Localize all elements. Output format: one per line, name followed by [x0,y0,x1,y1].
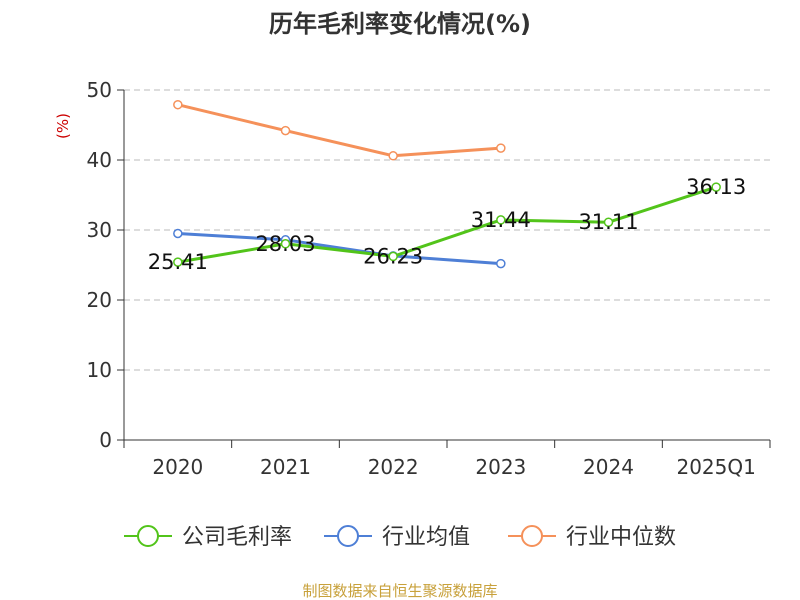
data-point-2-1 [280,125,291,136]
y-tick-label-10: 10 [87,358,112,382]
data-point-0-2 [388,251,398,262]
grid-lines [124,89,770,371]
y-tick-label-50: 50 [87,78,112,102]
data-point-1-3 [496,258,506,269]
data-labels: 25.41 28.03 26.23 31.44 31.11 36.13 [148,175,746,274]
axes: 0 10 20 30 40 50 2020 2021 2022 2023 2024 2025Q1 [87,78,771,479]
data-point-0-4 [603,217,614,227]
legend-label-1: 行业均值 [382,525,470,550]
y-tick-label-20: 20 [87,288,112,312]
y-tick-label-40: 40 [87,148,112,172]
data-point-2-0 [173,99,183,110]
legend-item-2: 行业中位数 [508,525,676,550]
chart-title: 历年毛利率变化情况(%) [269,10,531,38]
x-tick-label-2023: 2023 [475,455,526,479]
data-label-4: 31.11 [578,210,638,234]
data-point-2-2 [388,151,398,161]
y-axis-label: (%) [54,113,72,139]
legend-marker-2 [521,525,543,547]
legend-label-0: 公司毛利率 [182,525,292,550]
data-point-1-0 [173,228,183,239]
data-point-0-5 [711,182,721,192]
data-point-2-3 [496,143,506,153]
x-tick-label-2021: 2021 [260,455,311,479]
legend-marker-0 [137,525,159,547]
x-tick-label-2020: 2020 [152,455,203,479]
legend-item-1: 行业均值 [324,525,470,550]
data-point-0-1 [280,239,291,249]
source-note: 制图数据来自恒生聚源数据库 [302,582,497,600]
data-label-2: 26.23 [363,244,423,268]
legend-label-2: 行业中位数 [566,525,676,550]
series-line-0 [177,185,717,264]
y-tick-label-0: 0 [99,428,112,452]
data-label-0: 25.41 [148,250,208,274]
y-tick-label-30: 30 [87,218,112,242]
x-tick-label-2022: 2022 [368,455,419,479]
series-line-1 [177,232,501,266]
x-tick-label-2025Q1: 2025Q1 [676,455,755,479]
legend: 公司毛利率 行业均值 行业中位数 [124,525,676,550]
series-layer [173,99,721,269]
data-label-1: 28.03 [255,232,315,256]
legend-item-0: 公司毛利率 [124,525,292,550]
legend-marker-1 [337,525,359,547]
data-label-5: 36.13 [686,175,746,199]
data-point-0-3 [496,215,506,225]
data-point-0-0 [173,257,183,267]
series-line-2 [177,103,501,158]
x-tick-label-2024: 2024 [583,455,634,479]
data-label-3: 31.44 [471,208,531,232]
